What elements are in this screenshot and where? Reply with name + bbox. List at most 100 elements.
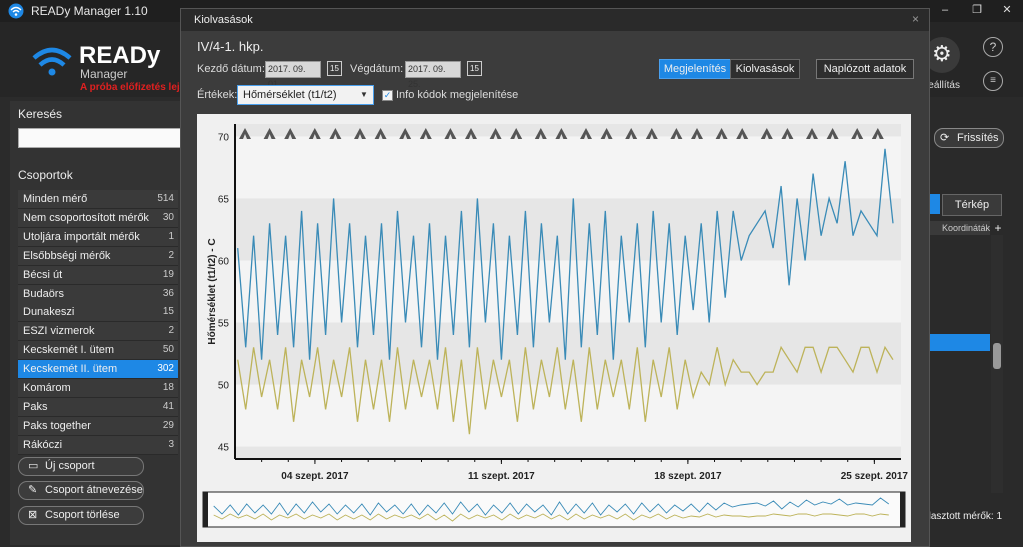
info-code-icon[interactable] [555,128,568,139]
info-code-icon[interactable] [465,128,477,139]
group-item[interactable]: Utoljára importált mérők 1 [18,227,178,247]
delete-icon: ⊠ [28,509,38,521]
group-item[interactable]: Paks 41 [18,397,178,417]
group-item[interactable]: Komárom 18 [18,379,178,398]
overview-left-handle[interactable] [203,492,208,527]
dialog-close-icon[interactable]: × [912,12,920,26]
close-app-icon[interactable]: ✕ [1002,4,1012,16]
new-group-button[interactable]: ▭ Új csoport [18,457,144,476]
end-calendar-icon[interactable]: 15 [467,61,482,76]
info-code-icon[interactable] [851,128,864,139]
group-name: ESZI vizmerok [23,325,95,338]
info-code-icon[interactable] [329,128,342,139]
info-code-icon[interactable] [444,128,457,139]
group-item[interactable]: Budaörs 36 [18,284,178,304]
list-icon[interactable]: ≡ [983,71,1003,91]
group-item[interactable]: Bécsi út 19 [18,265,178,285]
info-code-icon[interactable] [625,128,638,139]
selected-meter-row[interactable] [928,334,990,351]
info-codes-checkbox[interactable]: ✓ [382,90,393,101]
readings-button[interactable]: Kiolvasások [730,59,800,79]
group-count: 30 [162,211,174,223]
minimize-icon[interactable]: – [941,4,949,16]
scrollbar-thumb[interactable] [993,343,1001,369]
group-item[interactable]: Minden mérő 514 [18,190,178,209]
app-wifi-icon [8,3,24,19]
info-code-icon[interactable] [781,128,794,139]
refresh-button[interactable]: ⟳ Frissítés [934,128,1004,148]
list-tab[interactable] [928,194,940,214]
group-name: Minden mérő [23,193,88,205]
info-code-icon[interactable] [239,128,251,139]
start-date-input[interactable]: 2017. 09. 01. [265,61,321,89]
info-code-icon[interactable] [760,128,773,139]
info-code-icon[interactable] [871,128,884,139]
add-column-icon[interactable]: + [994,221,1002,235]
info-code-icon[interactable] [308,128,321,139]
group-item[interactable]: Kecskemét II. ütem 302 [18,360,178,380]
info-code-icon[interactable] [284,128,297,139]
start-date-label: Kezdő dátum: [197,63,265,75]
help-icon[interactable]: ? [983,37,1003,57]
search-label: Keresés [18,107,63,121]
end-date-input[interactable]: 2017. 09. 25. [405,61,461,89]
maximize-icon[interactable]: ❐ [972,4,982,16]
group-item[interactable]: Elsőbbségi mérők 2 [18,246,178,266]
info-code-icon[interactable] [510,128,523,139]
display-button[interactable]: Megjelenítés [659,59,731,79]
groups-label: Csoportok [18,168,73,182]
info-code-icon[interactable] [489,128,502,139]
group-item[interactable]: ESZI vizmerok 2 [18,322,178,342]
info-code-icon[interactable] [645,128,658,139]
settings-button[interactable]: ⚙ [924,37,960,73]
y-tick-label: 45 [218,443,230,454]
end-date-label: Végdátum: [350,63,404,75]
info-code-icon[interactable] [399,128,412,139]
info-code-icon[interactable] [419,128,432,139]
group-name: Budaörs [23,287,64,300]
group-count: 514 [157,193,174,204]
group-item[interactable]: Nem csoportosított mérők 30 [18,208,178,228]
info-code-icon[interactable] [580,128,592,139]
info-code-icon[interactable] [806,128,818,139]
start-calendar-icon[interactable]: 15 [327,61,342,76]
group-item[interactable]: Paks together 29 [18,416,178,436]
dialog-title: Kiolvasások [194,14,253,26]
map-tab[interactable]: Térkép [942,194,1002,216]
info-code-icon[interactable] [534,128,547,139]
group-item[interactable]: Kecskemét I. ütem 50 [18,341,178,361]
overview-strip[interactable] [202,491,906,528]
group-name: Elsőbbségi mérők [23,249,111,262]
delete-group-button[interactable]: ⊠ Csoport törlése [18,506,144,525]
gear-icon: ⚙ [932,41,952,66]
info-code-icon[interactable] [736,128,749,139]
app-title: READy Manager 1.10 [31,4,148,18]
info-code-icon[interactable] [670,128,683,139]
y-axis-label: Hőmérséklet (t1/t2) - C [207,238,218,344]
group-count: 29 [162,419,174,431]
info-code-icon[interactable] [600,128,613,139]
right-scrollbar[interactable] [991,235,1003,493]
info-code-icon[interactable] [263,128,276,139]
group-item[interactable]: Dunakeszi 15 [18,303,178,323]
group-name: Kecskemét I. ütem [23,344,115,357]
logo-manager: Manager [80,67,128,81]
info-code-icon[interactable] [354,128,366,139]
info-code-icon[interactable] [826,128,839,139]
group-item[interactable]: Rákóczi 3 [18,435,178,455]
group-count: 41 [162,400,174,412]
values-select[interactable]: Hőmérséklet (t1/t2) ▼ [237,85,374,105]
info-code-icon[interactable] [691,128,703,139]
info-code-icon[interactable] [374,128,387,139]
x-tick-label: 25 szept. 2017 [841,471,909,482]
y-tick-label: 55 [218,319,230,330]
info-code-icon[interactable] [715,128,728,139]
temperature-chart[interactable]: Hőmérséklet (t1/t2) - C 45 50 55 60 65 70 04 s… [197,114,911,542]
x-tick-label: 18 szept. 2017 [654,471,722,482]
overview-right-handle[interactable] [900,492,905,527]
coords-column-header[interactable]: Koordináták [928,221,990,235]
series-line-1 [237,148,894,360]
search-input[interactable] [18,128,184,148]
rename-group-button[interactable]: ✎ Csoport átnevezése [18,481,144,500]
logged-data-button[interactable]: Naplózott adatok [816,59,914,79]
